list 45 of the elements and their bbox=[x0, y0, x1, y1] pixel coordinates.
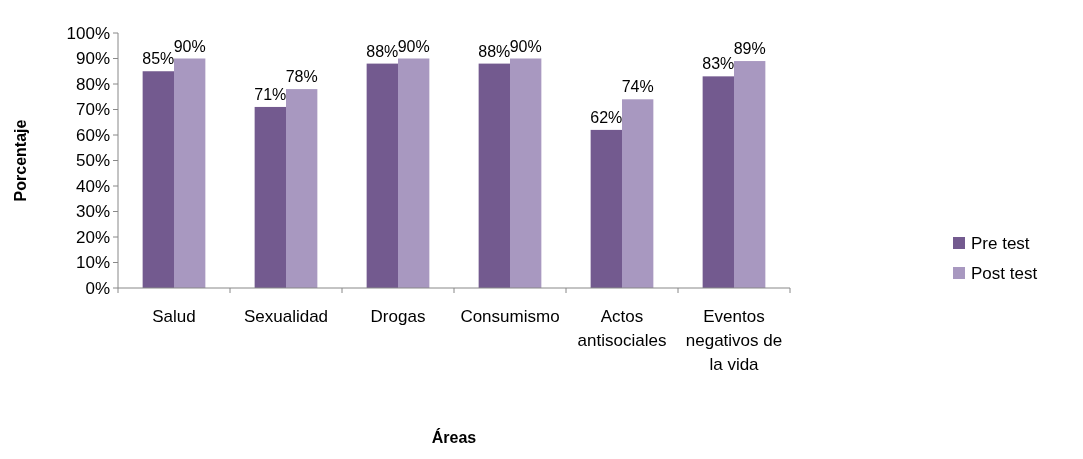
y-tick-label: 30% bbox=[75, 202, 110, 222]
y-tick-label: 50% bbox=[75, 151, 110, 171]
data-label: 71% bbox=[254, 85, 287, 103]
data-label: 62% bbox=[590, 108, 623, 126]
y-tick-label: 10% bbox=[75, 253, 110, 273]
data-label: 74% bbox=[621, 78, 654, 96]
legend-label: Pre test bbox=[971, 233, 1030, 253]
x-tick-label: Salud bbox=[152, 307, 196, 326]
x-axis-title: Áreas bbox=[431, 428, 477, 446]
data-label: 85% bbox=[142, 50, 175, 68]
bar bbox=[702, 76, 734, 288]
data-label: 89% bbox=[733, 40, 766, 58]
data-label: 83% bbox=[702, 55, 735, 73]
data-label: 78% bbox=[285, 68, 318, 86]
y-axis-title: Porcentaje bbox=[12, 119, 29, 202]
bar bbox=[366, 63, 398, 288]
bar bbox=[510, 58, 542, 288]
y-tick-label: 70% bbox=[75, 100, 110, 120]
legend-label: Post test bbox=[971, 263, 1038, 283]
bar bbox=[142, 71, 174, 288]
y-tick-label: 40% bbox=[75, 176, 110, 196]
data-label: 90% bbox=[509, 37, 542, 55]
x-tick-label: Drogas bbox=[370, 307, 426, 326]
data-label: 88% bbox=[478, 42, 511, 60]
data-label: 90% bbox=[397, 37, 430, 55]
x-tick-label: Actos antisociales bbox=[577, 307, 667, 350]
bar bbox=[734, 61, 766, 288]
y-tick-label: 60% bbox=[75, 125, 110, 145]
x-tick-label: Sexualidad bbox=[243, 307, 329, 326]
bar bbox=[622, 99, 654, 288]
y-tick-label: 0% bbox=[85, 278, 110, 298]
bar bbox=[590, 129, 622, 288]
y-tick-label: 90% bbox=[75, 49, 110, 69]
bar bbox=[286, 89, 318, 288]
bar bbox=[478, 63, 510, 288]
bar bbox=[254, 106, 286, 288]
bar bbox=[174, 58, 206, 288]
x-tick-label: Consumismo bbox=[460, 307, 560, 326]
y-tick-label: 20% bbox=[75, 227, 110, 247]
bar bbox=[398, 58, 430, 288]
data-label: 88% bbox=[366, 42, 399, 60]
y-tick-label: 80% bbox=[75, 74, 110, 94]
y-tick-label: 100% bbox=[66, 23, 110, 43]
data-label: 90% bbox=[173, 37, 206, 55]
x-tick-label: Eventos negativos de la vida bbox=[685, 307, 783, 374]
